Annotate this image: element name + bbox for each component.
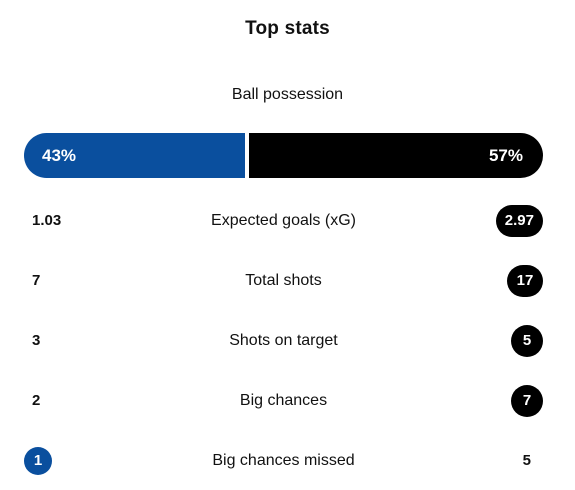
stat-away-value: 5 (511, 325, 543, 357)
stat-label: Expected goals (xG) (211, 212, 356, 229)
stat-home-value: 7 (32, 272, 41, 289)
possession-home-segment: 43% (24, 133, 245, 178)
stat-label: Shots on target (229, 332, 338, 349)
stat-row-total-shots: 7 Total shots 17 (24, 265, 543, 297)
possession-away-segment: 57% (249, 133, 543, 178)
stat-away-value: 5 (522, 452, 531, 469)
possession-label: Ball possession (231, 86, 344, 103)
stat-label: Big chances (239, 392, 328, 409)
stat-home-value: 3 (32, 332, 41, 349)
possession-away-value: 57% (488, 145, 523, 165)
stat-away-value: 2.97 (495, 205, 543, 237)
stat-away-value: 7 (511, 385, 543, 417)
stat-label: Big chances missed (212, 452, 355, 469)
stat-row-big-chances-missed: 1 Big chances missed 5 (24, 445, 543, 477)
stat-home-value: 1.03 (32, 212, 62, 229)
stat-home-value: 1 (24, 447, 52, 475)
stat-row-shots-on-target: 3 Shots on target 5 (24, 325, 543, 357)
stat-away-value: 17 (507, 265, 543, 297)
section-title: Top stats (245, 18, 330, 39)
stat-row-expected-goals: 1.03 Expected goals (xG) 2.97 (24, 205, 543, 237)
stat-label: Total shots (245, 272, 322, 289)
possession-home-value: 43% (42, 145, 77, 165)
stat-home-value: 2 (32, 392, 41, 409)
stat-row-big-chances: 2 Big chances 7 (24, 385, 543, 417)
possession-bar: 43% 57% (24, 133, 543, 178)
